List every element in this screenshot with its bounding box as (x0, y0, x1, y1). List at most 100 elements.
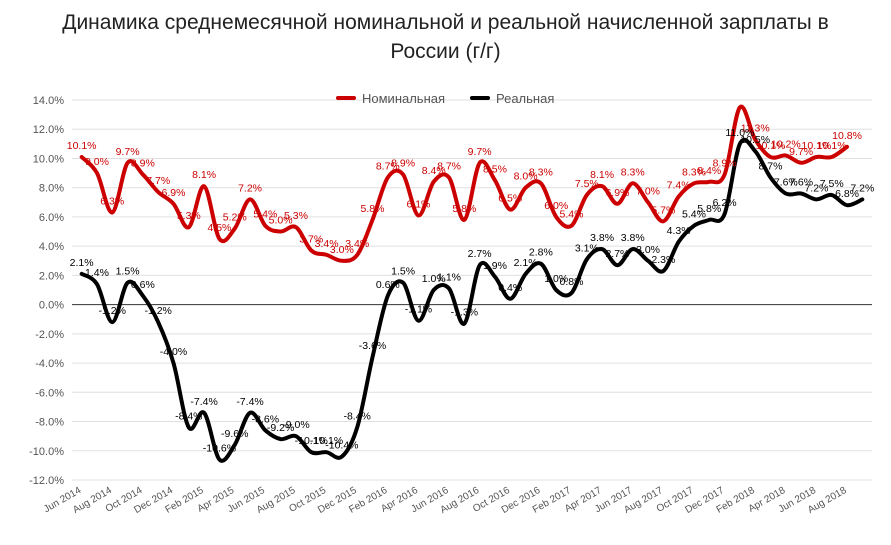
nominal-data-label: 6.0% (544, 200, 568, 212)
nominal-series-line (79, 104, 849, 263)
nominal-data-label: 10.2% (771, 139, 801, 151)
nominal-data-label: 8.9% (713, 158, 737, 170)
nominal-data-label: 8.9% (131, 158, 155, 170)
nominal-data-label: 9.7% (116, 146, 140, 158)
real-data-label: -4.0% (160, 346, 187, 358)
nominal-data-label: 6.1% (406, 198, 430, 210)
real-data-label: -8.4% (343, 410, 370, 422)
nominal-data-label: 5.7% (651, 204, 675, 216)
nominal-data-label: 3.4% (315, 238, 339, 250)
nominal-data-label: 6.9% (605, 187, 629, 199)
real-data-label: 2.1% (70, 257, 94, 269)
chart-title: Динамика среднемесячной номинальной и ре… (0, 8, 891, 66)
real-data-label: 11.0% (725, 127, 754, 139)
nominal-data-label: 5.3% (284, 210, 308, 222)
real-data-label: 0.6% (131, 279, 155, 291)
y-tick-label: 6.0% (39, 212, 64, 224)
nominal-data-label: 10.1% (817, 140, 847, 152)
real-data-label: -7.4% (190, 396, 217, 408)
chart-title-line-2: России (г/г) (390, 40, 501, 63)
real-data-label: 3.8% (621, 232, 645, 244)
nominal-data-label: 8.4% (697, 165, 721, 177)
real-data-label: 7.2% (850, 182, 874, 194)
real-data-label: 7.6% (774, 177, 798, 189)
nominal-data-label: 3.4% (345, 238, 369, 250)
real-data-label: -8.6% (252, 413, 279, 425)
nominal-data-label: 9.0% (85, 156, 109, 168)
y-tick-label: -2.0% (35, 329, 64, 341)
real-data-label: 1.5% (116, 266, 140, 278)
nominal-data-label: 8.0% (514, 171, 538, 183)
nominal-data-label: 7.4% (667, 179, 691, 191)
real-data-label: -9.0% (282, 419, 309, 431)
nominal-data-label: 6.3% (100, 196, 124, 208)
nominal-data-label: 3.0% (330, 244, 354, 256)
nominal-data-label: 3.7% (299, 234, 323, 246)
nominal-data-label: 10.1% (756, 140, 786, 152)
y-tick-label: 2.0% (39, 270, 64, 282)
nominal-data-label: 6.5% (498, 193, 522, 205)
real-data-label: -8.4% (175, 410, 202, 422)
real-data-label: -1.2% (144, 305, 171, 317)
real-data-label: 0.6% (376, 279, 400, 291)
real-data-label: -10.1% (295, 435, 328, 447)
nominal-data-label: 8.7% (376, 160, 400, 172)
y-tick-label: 10.0% (33, 153, 64, 165)
nominal-data-label: 8.1% (590, 169, 614, 181)
real-data-label: 5.8% (697, 203, 721, 215)
nominal-data-label: 5.0% (269, 215, 293, 227)
nominal-data-label: 8.4% (422, 165, 446, 177)
nominal-data-label: 6.9% (162, 187, 186, 199)
nominal-data-label: 5.3% (177, 210, 201, 222)
real-data-label: 2.8% (529, 247, 553, 259)
real-data-label: -7.4% (236, 396, 263, 408)
real-data-label: 2.7% (468, 248, 492, 260)
real-data-label: 2.3% (651, 254, 675, 266)
y-tick-label: 14.0% (33, 95, 64, 107)
nominal-legend-label: Номинальная (362, 91, 445, 106)
real-data-label: 5.4% (682, 209, 706, 221)
nominal-data-label: 8.3% (621, 166, 645, 178)
real-data-label: 7.5% (820, 178, 844, 190)
y-tick-label: 4.0% (39, 241, 64, 253)
real-data-label: -9.6% (221, 428, 248, 440)
nominal-data-label: 7.0% (636, 185, 660, 197)
real-data-label: 0.4% (498, 282, 522, 294)
y-tick-label: -4.0% (35, 358, 64, 370)
real-data-label: -1.2% (99, 305, 126, 317)
real-data-label: 1.5% (391, 266, 415, 278)
real-data-label: -10.4% (325, 440, 358, 452)
real-data-label: 2.7% (605, 248, 629, 260)
nominal-data-label: 10.1% (67, 140, 97, 152)
y-tick-label: 8.0% (39, 183, 64, 195)
real-data-label: -9.2% (267, 422, 294, 434)
y-tick-label: 12.0% (33, 124, 64, 136)
nominal-data-label: 7.7% (146, 175, 170, 187)
real-data-label: -1.3% (451, 307, 478, 319)
real-data-label: -3.6% (359, 340, 386, 352)
real-data-label: 1.0% (422, 273, 446, 285)
real-data-label: 0.8% (560, 276, 584, 288)
real-data-label: -1.1% (405, 304, 432, 316)
real-data-label: 1.0% (544, 273, 568, 285)
real-legend-label: Реальная (496, 91, 554, 106)
real-data-label: 8.7% (759, 160, 783, 172)
real-series-line (79, 137, 865, 463)
real-data-label: 10.5% (740, 134, 770, 146)
nominal-data-label: 5.4% (560, 209, 584, 221)
real-data-label: 7.6% (789, 177, 813, 189)
y-tick-label: 0.0% (39, 300, 64, 312)
nominal-data-label: 5.8% (452, 203, 476, 215)
y-tick-label: -10.0% (29, 446, 64, 458)
nominal-data-label: 4.5% (207, 222, 231, 234)
nominal-data-label: 8.9% (391, 158, 415, 170)
real-data-label: 4.3% (667, 225, 691, 237)
nominal-data-label: 8.3% (682, 166, 706, 178)
real-data-label: 1.4% (85, 267, 109, 279)
real-data-label: 7.2% (804, 182, 828, 194)
real-data-label: 3.8% (590, 232, 614, 244)
nominal-data-label: 5.2% (223, 212, 247, 224)
real-data-label: 3.1% (575, 242, 599, 254)
real-data-label: -10.1% (310, 435, 343, 447)
